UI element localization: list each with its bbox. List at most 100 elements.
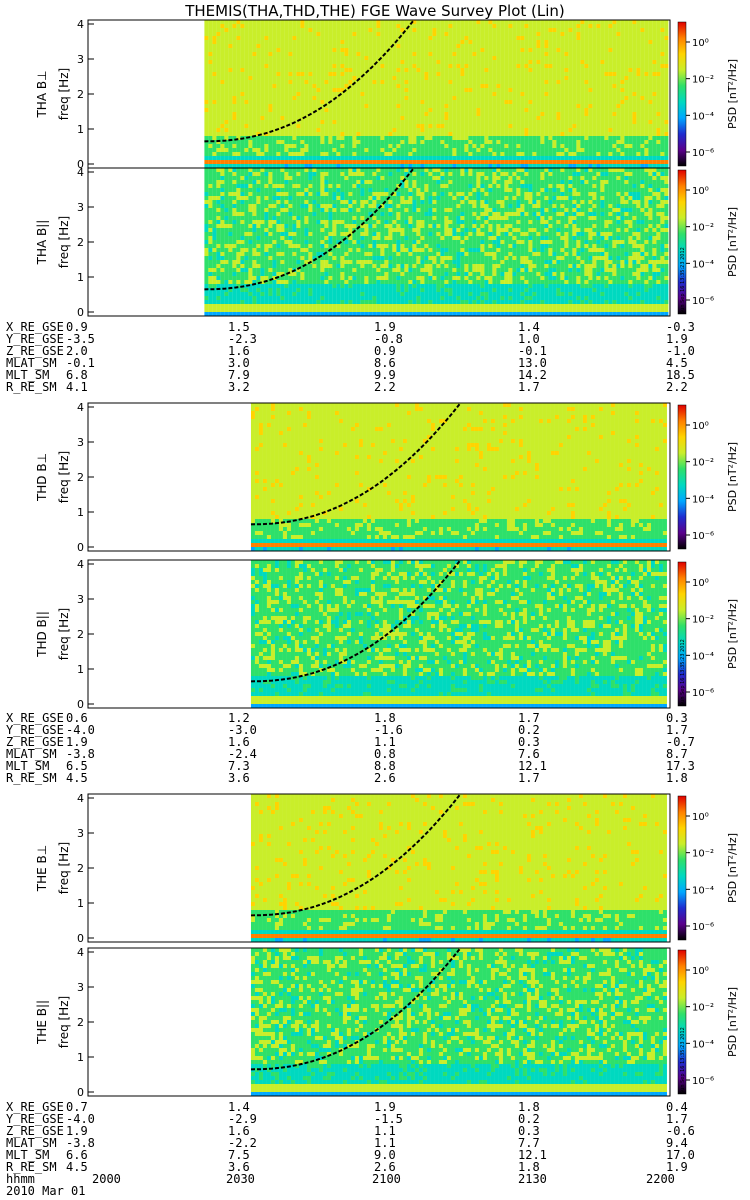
colorbar-tick: 10⁻²: [692, 458, 714, 469]
colorbar-tick: 10⁻²: [692, 75, 714, 86]
ephemeris-label: Y_RE_GSE: [6, 724, 64, 736]
colorbar: [677, 561, 687, 707]
y-tick-label: 4: [77, 946, 84, 959]
ephemeris-value: 0.2: [518, 724, 540, 736]
ephemeris-label: R_RE_SM: [6, 1161, 57, 1173]
ephemeris-label: MLT_SM: [6, 369, 49, 381]
panel-1: 0 1 2 3 4 THA B|| freq [Hz] 10⁰ 10⁻² 10⁻⁴ 10⁻⁶ PSD …: [35, 166, 739, 319]
ephemeris-label: MLAT_SM: [6, 357, 57, 369]
y-tick-label: 0: [77, 1086, 84, 1099]
ephemeris-value: 1.6: [228, 345, 250, 357]
ephemeris-value: 1.7: [518, 712, 540, 724]
time-tick-3: 2130: [518, 1173, 547, 1185]
ephemeris-value: 12.1: [518, 760, 547, 772]
ephemeris-value: 13.0: [518, 357, 547, 369]
ephemeris-value: -2.3: [228, 333, 257, 345]
ephemeris-value: 6.6: [66, 1149, 88, 1161]
ephemeris-value: 0.3: [518, 736, 540, 748]
ephemeris-value: 1.7: [518, 772, 540, 784]
ephemeris-value: 8.8: [374, 760, 396, 772]
ephemeris-row: Z_RE_GSE 2.0 1.6 0.9 -0.1 -1.0: [6, 345, 736, 357]
colorbar-tick: 10⁰: [692, 186, 709, 197]
ephemeris-row: R_RE_SM 4.5 3.6 2.6 1.7 1.8: [6, 772, 736, 784]
ephemeris-label: MLT_SM: [6, 760, 49, 772]
colorbar-tick: 10⁻⁴: [692, 259, 714, 270]
panel-unit-label: freq [Hz]: [57, 451, 71, 503]
ephemeris-value: 1.4: [228, 1101, 250, 1113]
ephemeris-value: 4.5: [66, 1161, 88, 1173]
ephemeris-value: 0.6: [66, 712, 88, 724]
ephemeris-value: 4.1: [66, 381, 88, 393]
ephemeris-row: Y_RE_GSE -4.0 -3.0 -1.6 0.2 1.7: [6, 724, 736, 736]
ephemeris-value: 0.9: [66, 321, 88, 333]
y-tick-label: 4: [77, 401, 84, 414]
colorbar-tick: 10⁻⁶: [692, 296, 714, 307]
ephemeris-value: 7.9: [228, 369, 250, 381]
ephemeris-label: Z_RE_GSE: [6, 345, 64, 357]
ephemeris-row: R_RE_SM 4.5 3.6 2.6 1.8 1.9: [6, 1161, 736, 1173]
ephemeris-value: 1.9: [666, 333, 688, 345]
panel-unit-label: freq [Hz]: [57, 842, 71, 894]
ephemeris-row: Y_RE_GSE -3.5 -2.3 -0.8 1.0 1.9: [6, 333, 736, 345]
gyro-curve: [204, 19, 415, 143]
panel-ylabel: THD B||: [35, 611, 49, 658]
colorbar-tick: 10⁻⁶: [692, 1076, 714, 1087]
ephemeris-value: 1.9: [666, 1161, 688, 1173]
colorbar: [677, 404, 687, 550]
ephemeris-label: Y_RE_GSE: [6, 1113, 64, 1125]
ephemeris-value: -0.3: [666, 321, 695, 333]
gyro-curve: [204, 167, 415, 291]
ephemeris-label: MLT_SM: [6, 1149, 49, 1161]
ephemeris-row: MLT_SM 6.6 7.5 9.0 12.1 17.0: [6, 1149, 736, 1161]
y-tick-label: 2: [77, 1016, 84, 1029]
hhmm-label: hhmm: [6, 1173, 35, 1185]
colorbar-tick: 10⁰: [692, 578, 709, 589]
colorbar-tick: 10⁻⁴: [692, 885, 714, 896]
panel-unit-label: freq [Hz]: [57, 216, 71, 268]
ephemeris-value: -0.7: [666, 736, 695, 748]
colorbar-tick: 10⁻⁴: [692, 651, 714, 662]
gyro-curve: [250, 947, 462, 1071]
panel-ylabel: THA B⊥: [35, 70, 49, 118]
creation-stamp: Sun Sep 16 13:35:23 2012: [680, 247, 686, 314]
ephemeris-value: 6.5: [66, 760, 88, 772]
ephemeris-value: -4.0: [66, 724, 95, 736]
ephemeris-label: Y_RE_GSE: [6, 333, 64, 345]
ephemeris-label: Z_RE_GSE: [6, 736, 64, 748]
y-tick-label: 3: [77, 53, 84, 66]
ephemeris-value: -2.4: [228, 748, 257, 760]
ephemeris-value: 0.3: [666, 712, 688, 724]
ephemeris-value: -1.0: [666, 345, 695, 357]
ephemeris-row: X_RE_GSE 0.6 1.2 1.8 1.7 0.3: [6, 712, 736, 724]
colorbar: [677, 21, 687, 167]
ephemeris-value: 8.7: [666, 748, 688, 760]
y-tick-label: 4: [77, 166, 84, 179]
creation-stamp: Sun Sep 16 13:35:23 2012: [680, 639, 686, 706]
plot-title: THEMIS(THA,THD,THE) FGE Wave Survey Plot…: [0, 0, 750, 22]
colorbar-tick: 10⁻²: [692, 615, 714, 626]
gyro-curve: [250, 559, 462, 683]
ephemeris-table-thd: X_RE_GSE 0.6 1.2 1.8 1.7 0.3 Y_RE_GSE -4.0 -3.0-…: [6, 712, 736, 784]
ephemeris-value: -0.1: [66, 357, 95, 369]
ephemeris-value: 1.8: [518, 1161, 540, 1173]
ephemeris-value: 2.0: [66, 345, 88, 357]
time-tick-1: 2030: [226, 1173, 255, 1185]
ephemeris-value: 8.6: [374, 357, 396, 369]
ephemeris-row: R_RE_SM 4.1 3.2 2.2 1.7 2.2: [6, 381, 736, 393]
ephemeris-value: 17.3: [666, 760, 695, 772]
ephemeris-row: Y_RE_GSE -4.0 -2.9 -1.5 0.2 1.7: [6, 1113, 736, 1125]
ephemeris-label: X_RE_GSE: [6, 321, 64, 333]
time-tick-2: 2100: [372, 1173, 401, 1185]
ephemeris-value: 1.7: [518, 381, 540, 393]
ephemeris-value: 1.9: [66, 736, 88, 748]
colorbar-tick: 10⁻⁶: [692, 688, 714, 699]
colorbar-label: PSD [nT²/Hz]: [726, 207, 739, 277]
ephemeris-value: 0.4: [666, 1101, 688, 1113]
date-label: 2010 Mar 01: [6, 1185, 85, 1197]
ephemeris-value: -0.1: [518, 345, 547, 357]
ephemeris-row: MLAT_SM -3.8 -2.2 1.1 7.7 9.4: [6, 1137, 736, 1149]
y-tick-label: 2: [77, 471, 84, 484]
colorbar-tick: 10⁻⁶: [692, 922, 714, 933]
ephemeris-value: 2.2: [666, 381, 688, 393]
